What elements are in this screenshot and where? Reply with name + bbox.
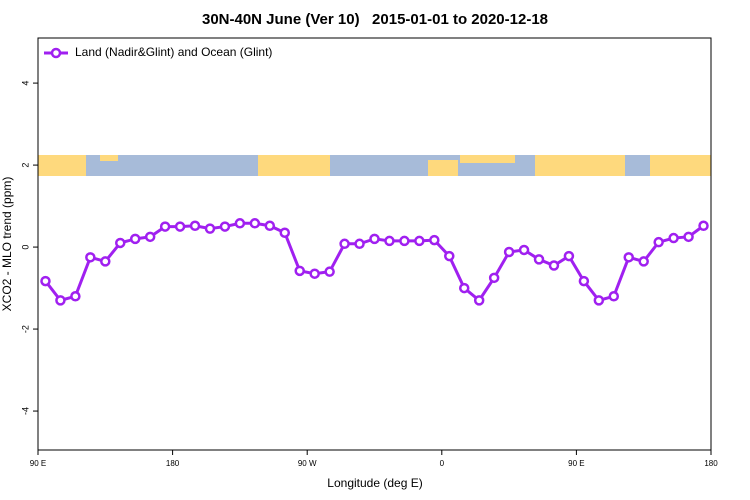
series-point bbox=[683, 231, 694, 243]
y-tick-label: -4 bbox=[20, 407, 30, 415]
series-point bbox=[294, 265, 305, 277]
series-point bbox=[399, 235, 410, 247]
series-point bbox=[458, 282, 470, 294]
series-point bbox=[189, 220, 201, 232]
series-point bbox=[279, 227, 291, 238]
series-point bbox=[85, 252, 96, 263]
series-point bbox=[578, 275, 590, 287]
series-point bbox=[309, 268, 320, 279]
series-point bbox=[144, 231, 156, 243]
series-point bbox=[488, 272, 500, 284]
series-point bbox=[384, 235, 395, 247]
series-point bbox=[414, 235, 425, 247]
y-axis-label: XCO2 - MLO trend (ppm) bbox=[0, 177, 14, 312]
series-point bbox=[115, 237, 126, 249]
series-point bbox=[369, 233, 380, 245]
x-tick-label: 180 bbox=[704, 459, 718, 468]
series-point bbox=[623, 252, 634, 263]
series-point bbox=[324, 266, 335, 277]
series-point bbox=[204, 223, 216, 234]
series-point bbox=[339, 238, 350, 250]
series-point bbox=[653, 236, 664, 248]
series-point bbox=[129, 233, 141, 245]
x-tick-label: 90 E bbox=[30, 459, 46, 468]
series-point bbox=[249, 218, 261, 229]
x-tick-label: 90 E bbox=[568, 459, 584, 468]
series-point bbox=[473, 295, 485, 306]
chart-title: 30N-40N June (Ver 10) 2015-01-01 to 2020… bbox=[202, 11, 548, 28]
plot-frame bbox=[37, 37, 712, 451]
series-point bbox=[518, 244, 530, 256]
series-point bbox=[234, 218, 246, 229]
series-point bbox=[70, 291, 81, 302]
series-point bbox=[593, 295, 605, 306]
series-point bbox=[429, 234, 440, 246]
series-point bbox=[548, 260, 560, 271]
series-point bbox=[354, 238, 365, 250]
series-point bbox=[55, 295, 66, 306]
x-tick-label: 0 bbox=[440, 459, 445, 468]
y-tick-label: 4 bbox=[20, 81, 30, 86]
legend-marker bbox=[50, 47, 62, 59]
series-point bbox=[100, 256, 111, 267]
x-tick-label: 180 bbox=[166, 459, 180, 468]
y-tick-label: 2 bbox=[20, 163, 30, 168]
series-point bbox=[563, 250, 575, 262]
series-point bbox=[503, 246, 515, 258]
series-point bbox=[668, 232, 679, 244]
y-tick-label: -2 bbox=[20, 325, 30, 333]
series-point bbox=[174, 221, 186, 232]
series-point bbox=[264, 220, 276, 232]
series-point bbox=[533, 254, 545, 265]
series-point bbox=[444, 250, 455, 262]
series-point bbox=[40, 275, 51, 287]
x-axis-label: Longitude (deg E) bbox=[327, 476, 422, 490]
series-point bbox=[219, 221, 231, 232]
y-tick-label: 0 bbox=[20, 245, 30, 250]
x-tick-label: 90 W bbox=[298, 459, 317, 468]
land-ocean-strip bbox=[38, 155, 711, 176]
series-point bbox=[159, 221, 171, 232]
legend-label: Land (Nadir&Glint) and Ocean (Glint) bbox=[75, 45, 272, 59]
series-point bbox=[608, 291, 620, 302]
series-point bbox=[638, 256, 649, 267]
series-point bbox=[698, 220, 709, 232]
